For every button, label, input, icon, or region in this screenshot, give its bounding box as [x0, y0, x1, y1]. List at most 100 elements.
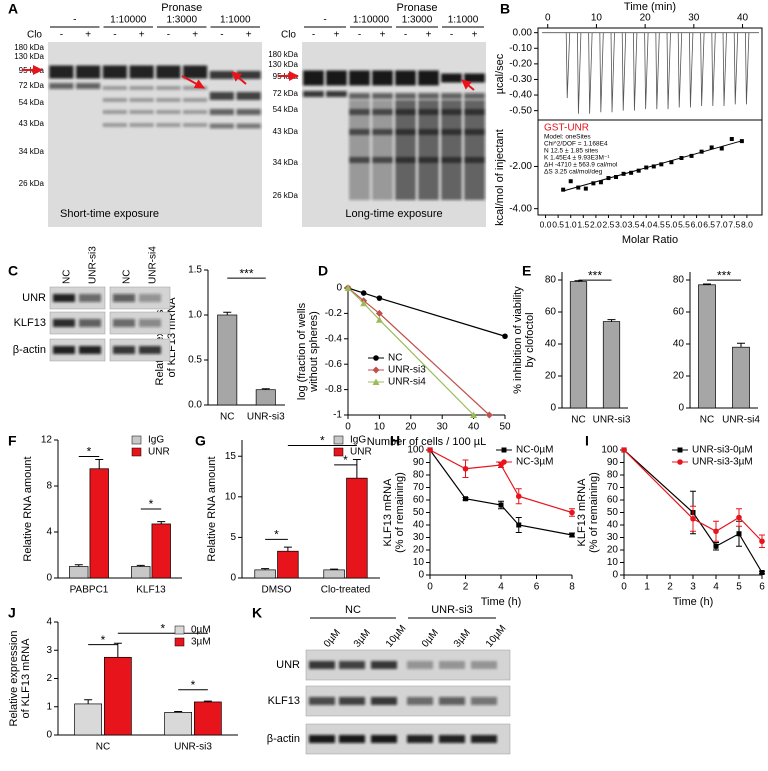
- x-tick-label: 7.0: [716, 219, 728, 229]
- dose-label: 1:3000: [166, 15, 197, 26]
- pronase-label: Pronase: [161, 2, 202, 14]
- legend-marker: [373, 355, 379, 361]
- band: [209, 71, 234, 79]
- band: [395, 157, 416, 163]
- y-axis-label: Relative expression: [8, 631, 20, 727]
- legend-line: K 1.45E4 ± 9.93E3M⁻¹: [544, 155, 610, 162]
- band: [441, 129, 462, 135]
- error-bar: [737, 342, 745, 348]
- band: [464, 157, 485, 163]
- bar: [69, 566, 89, 579]
- band: [303, 70, 324, 86]
- dose-label: -: [323, 15, 326, 26]
- bar: [732, 346, 750, 409]
- bar: [698, 284, 716, 409]
- clo-sign: -: [60, 30, 63, 41]
- x-tick-label: 4.5: [653, 219, 665, 229]
- point: [713, 543, 719, 549]
- band: [139, 346, 161, 354]
- band: [464, 93, 485, 99]
- band: [129, 110, 154, 114]
- bar: [569, 281, 588, 409]
- y-tick-label: 0: [230, 573, 236, 584]
- marker-label: 180 kDa: [268, 50, 298, 59]
- clo-sign: +: [139, 30, 145, 41]
- point: [709, 145, 714, 150]
- band: [236, 92, 261, 100]
- x-tick-label: 30: [437, 422, 449, 433]
- band: [49, 83, 74, 89]
- band: [372, 109, 393, 115]
- marker-label: 26 kDa: [273, 191, 299, 200]
- lane-label: 3µM: [352, 627, 373, 649]
- y-tick-label: 3: [46, 645, 52, 656]
- y-tick-label: 0.00: [513, 27, 533, 38]
- band: [309, 697, 335, 705]
- y-axis-label: % inhibition of viability: [512, 286, 524, 394]
- band: [441, 73, 462, 83]
- point: [719, 146, 724, 151]
- x-tick-label: 30: [688, 13, 700, 24]
- band: [371, 661, 397, 669]
- point: [621, 447, 627, 453]
- band: [418, 109, 439, 115]
- band: [236, 109, 261, 115]
- y-tick-label: 70: [413, 482, 425, 493]
- band: [441, 100, 462, 200]
- legend-swatch: [131, 435, 142, 445]
- row-label: UNR: [22, 292, 46, 304]
- band: [102, 110, 127, 114]
- y-tick-label: 2: [46, 673, 52, 684]
- x-tick-label: 6.5: [703, 219, 715, 229]
- x-tick-label: NC: [220, 412, 234, 423]
- x-tick-label: UNR-si3: [593, 415, 631, 426]
- y-tick-label: 10: [607, 557, 619, 568]
- band: [349, 109, 370, 115]
- marker-label: 180 kDa: [14, 43, 44, 52]
- injection-peak: [644, 32, 649, 110]
- legend-label: UNR-si4: [388, 377, 426, 388]
- point: [739, 139, 744, 144]
- blot-bands: [303, 70, 485, 200]
- blot-bands: [309, 661, 497, 743]
- bar: [254, 569, 276, 579]
- bar: [323, 569, 345, 579]
- y-tick-label: 20: [673, 371, 685, 382]
- bar: [255, 389, 276, 406]
- band: [156, 98, 181, 102]
- point: [621, 171, 626, 176]
- legend-line: N 12.5 ± 1.85 sites: [544, 148, 599, 155]
- band: [209, 109, 234, 115]
- marker-label: 54 kDa: [19, 98, 45, 107]
- y-tick-label: 100: [407, 445, 424, 456]
- band: [156, 86, 181, 90]
- band: [441, 157, 462, 163]
- panel-label: J: [8, 605, 16, 621]
- y-tick-label: 60: [413, 495, 425, 506]
- lane-label: UNR-si4: [148, 246, 159, 284]
- legend-marker: [677, 459, 683, 465]
- series-line: [347, 287, 506, 337]
- row-label: β-actin: [13, 344, 46, 356]
- panel-label: H: [390, 433, 400, 449]
- x-tick-label: NC: [571, 415, 585, 426]
- clo-label: Clo: [281, 30, 296, 41]
- y-tick-label: -0.2: [325, 308, 343, 319]
- panel-label: B: [500, 1, 510, 17]
- band: [418, 100, 439, 200]
- y-tick-label: 40: [673, 339, 685, 350]
- injection-peak: [621, 32, 627, 111]
- blot-image: [49, 286, 106, 310]
- x-tick-label: 3: [690, 582, 696, 593]
- band: [102, 98, 127, 102]
- legend-label: UNR-si3: [388, 365, 426, 376]
- x-tick-label: 0: [345, 422, 351, 433]
- band: [129, 123, 154, 127]
- significance-label: *: [274, 528, 279, 542]
- legend-marker: [501, 459, 507, 465]
- x-tick-label: 1.5: [577, 219, 589, 229]
- band: [339, 697, 365, 705]
- y-tick-label: 0: [418, 570, 424, 581]
- panel-label: A: [8, 1, 18, 17]
- x-axis-label: Time (h): [481, 596, 522, 608]
